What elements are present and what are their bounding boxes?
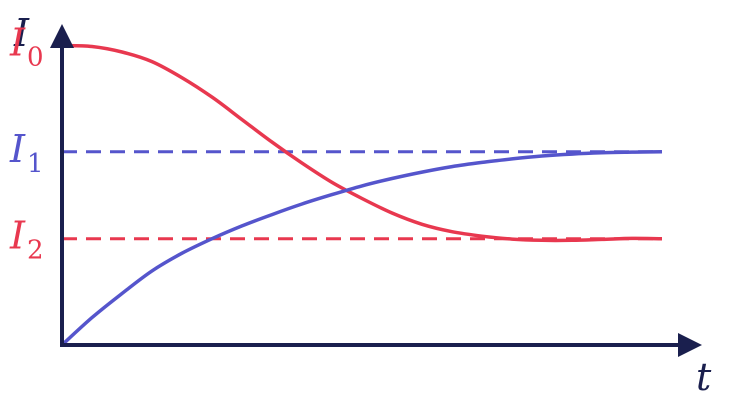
y-axis-label: I [13,11,30,55]
x-axis-arrow-icon [678,333,702,357]
level-label-i1: I1 [9,127,44,179]
axes [50,24,702,357]
level-label-i0: I0 [9,21,44,73]
curves [60,43,663,347]
level-labels: I0 I1 I2 [9,21,44,266]
series-line-2 [60,150,663,347]
reference-lines [62,150,662,241]
series-line-1 [61,43,663,243]
y-axis-arrow-icon [50,24,74,48]
level-label-i2: I2 [9,214,44,266]
x-axis-label: t [696,355,712,399]
